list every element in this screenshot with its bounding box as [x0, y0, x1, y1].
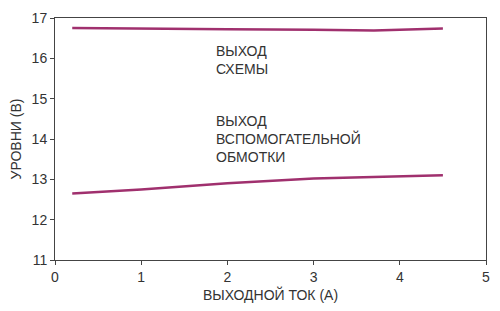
svg-text:УРОВНИ (В): УРОВНИ (В): [8, 99, 24, 180]
svg-text:ВЫХОДНОЙ ТОК (А): ВЫХОДНОЙ ТОК (А): [203, 286, 338, 303]
svg-text:17: 17: [32, 10, 48, 26]
svg-text:13: 13: [32, 171, 48, 187]
svg-text:15: 15: [32, 91, 48, 107]
svg-text:5: 5: [482, 269, 490, 285]
svg-text:11: 11: [33, 252, 48, 268]
svg-text:ВЫХОДСХЕМЫ: ВЫХОДСХЕМЫ: [216, 43, 268, 77]
svg-text:ВЫХОДВСПОМОГАТЕЛЬНОЙОБМОТКИ: ВЫХОДВСПОМОГАТЕЛЬНОЙОБМОТКИ: [216, 113, 361, 165]
svg-text:4: 4: [396, 269, 404, 285]
svg-text:16: 16: [32, 50, 48, 66]
svg-text:0: 0: [51, 269, 59, 285]
svg-text:2: 2: [224, 269, 232, 285]
svg-text:12: 12: [32, 212, 48, 228]
svg-text:3: 3: [310, 269, 318, 285]
svg-text:1: 1: [137, 269, 145, 285]
svg-text:14: 14: [32, 131, 48, 147]
